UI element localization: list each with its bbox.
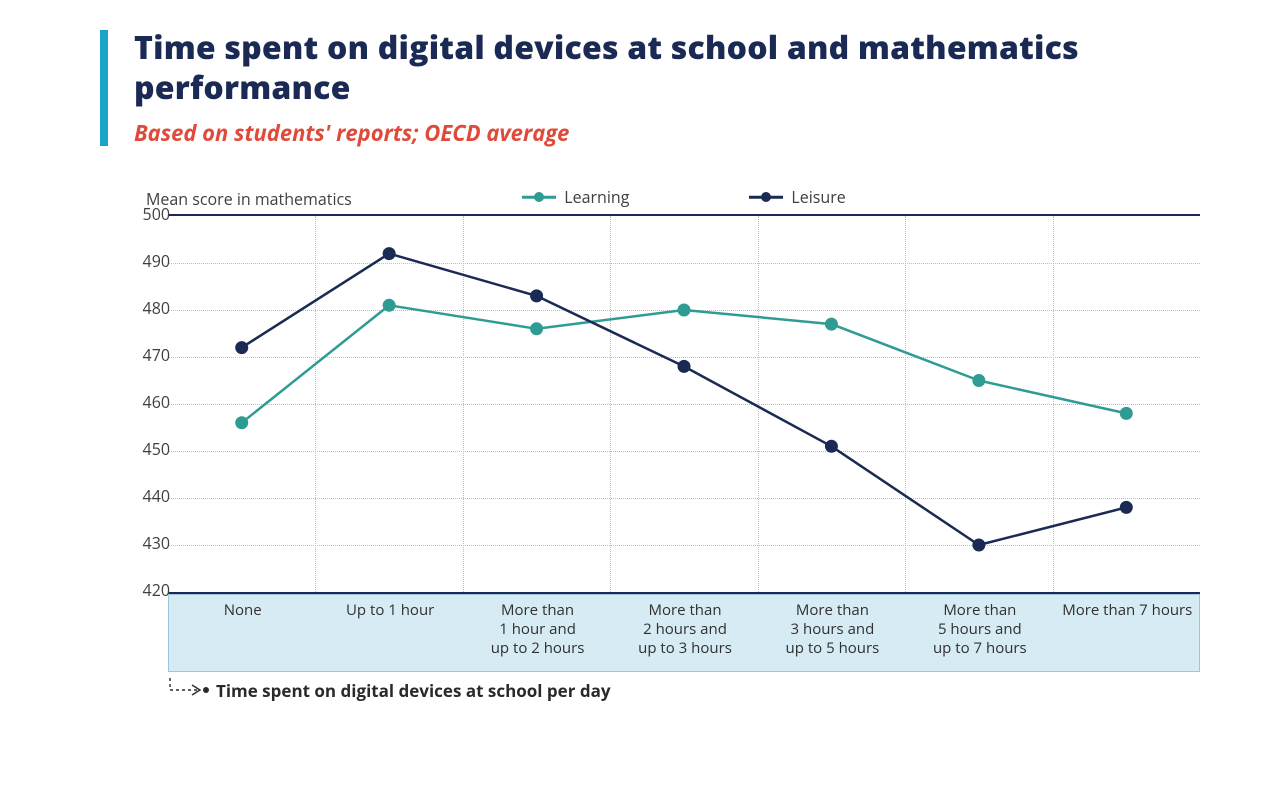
data-point bbox=[826, 441, 837, 452]
y-tick-label: 480 bbox=[120, 297, 170, 319]
chart-subtitle: Based on students' reports; OECD average bbox=[134, 118, 1220, 148]
y-tick-label: 440 bbox=[120, 485, 170, 507]
data-point bbox=[973, 540, 984, 551]
legend-swatch bbox=[749, 190, 783, 204]
series-layer bbox=[168, 216, 1200, 592]
data-point bbox=[826, 319, 837, 330]
y-tick-label: 490 bbox=[120, 250, 170, 272]
x-axis-band: NoneUp to 1 hourMore than1 hour andup to… bbox=[168, 594, 1200, 672]
data-point bbox=[679, 305, 690, 316]
y-tick-label: 430 bbox=[120, 532, 170, 554]
legend-label: Learning bbox=[564, 186, 629, 208]
x-tick-label: More than3 hours andup to 5 hours bbox=[759, 601, 906, 657]
header: Time spent on digital devices at school … bbox=[100, 28, 1220, 148]
y-tick-label: 420 bbox=[120, 579, 170, 601]
data-point bbox=[679, 361, 690, 372]
data-point bbox=[384, 300, 395, 311]
plot-area: LearningLeisure bbox=[168, 214, 1200, 594]
data-point bbox=[236, 342, 247, 353]
data-point bbox=[531, 323, 542, 334]
chart: Mean score in mathematics LearningLeisur… bbox=[110, 188, 1210, 748]
chart-title: Time spent on digital devices at school … bbox=[134, 28, 1220, 108]
y-tick-label: 450 bbox=[120, 438, 170, 460]
data-point bbox=[531, 290, 542, 301]
header-accent-bar bbox=[100, 30, 108, 146]
x-tick-label: None bbox=[169, 601, 316, 620]
legend-swatch bbox=[522, 190, 556, 204]
page: Time spent on digital devices at school … bbox=[0, 0, 1280, 803]
legend-item-leisure: Leisure bbox=[749, 186, 845, 208]
y-tick-label: 500 bbox=[120, 203, 170, 225]
data-point bbox=[236, 417, 247, 428]
data-point bbox=[1121, 408, 1132, 419]
axis-arrow-icon bbox=[168, 678, 212, 702]
x-tick-label: More than2 hours andup to 3 hours bbox=[611, 601, 758, 657]
series-line-leisure bbox=[242, 254, 1127, 545]
y-tick-label: 470 bbox=[120, 344, 170, 366]
data-point bbox=[973, 375, 984, 386]
x-axis-title-wrap: Time spent on digital devices at school … bbox=[168, 678, 611, 702]
legend-item-learning: Learning bbox=[522, 186, 629, 208]
data-point bbox=[384, 248, 395, 259]
x-tick-label: More than5 hours andup to 7 hours bbox=[906, 601, 1053, 657]
legend: Learning Leisure bbox=[168, 186, 1200, 208]
x-tick-label: Up to 1 hour bbox=[316, 601, 463, 620]
x-axis-title: Time spent on digital devices at school … bbox=[216, 679, 611, 702]
data-point bbox=[1121, 502, 1132, 513]
y-tick-label: 460 bbox=[120, 391, 170, 413]
legend-label: Leisure bbox=[791, 186, 845, 208]
x-tick-label: More than1 hour andup to 2 hours bbox=[464, 601, 611, 657]
x-tick-label: More than 7 hours bbox=[1054, 601, 1201, 620]
